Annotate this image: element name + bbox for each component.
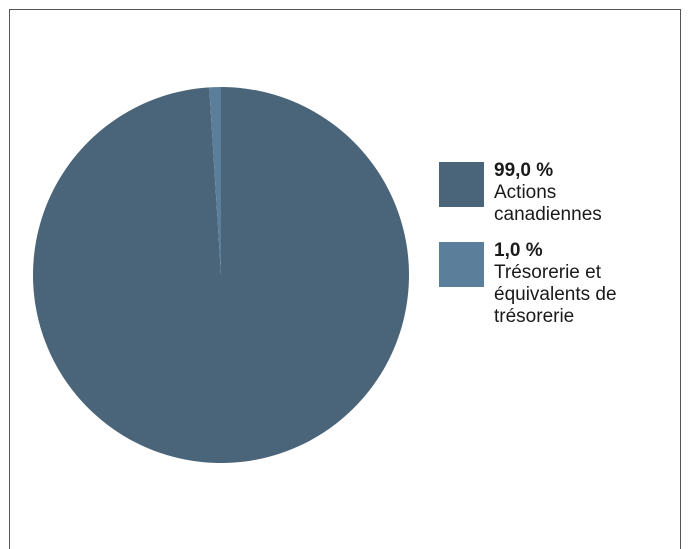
- legend-value-canadian-equities: 99,0 %: [494, 160, 554, 181]
- pie-chart: [32, 87, 409, 464]
- legend-item-cash: 1,0 % Trésorerie et équivalents de tréso…: [439, 240, 669, 328]
- legend: 99,0 % Actions canadiennes 1,0 % Trésore…: [439, 160, 669, 342]
- legend-item-canadian-equities: 99,0 % Actions canadiennes: [439, 160, 669, 226]
- legend-swatch-cash: [439, 242, 484, 287]
- chart-frame: [9, 9, 681, 549]
- legend-label-cash: Trésorerie et équivalents de trésorerie: [494, 262, 617, 327]
- legend-value-cash: 1,0 %: [494, 240, 543, 261]
- legend-label-canadian-equities: Actions canadiennes: [494, 182, 602, 225]
- pie-slice-cash: [209, 87, 221, 275]
- legend-swatch-canadian-equities: [439, 162, 484, 207]
